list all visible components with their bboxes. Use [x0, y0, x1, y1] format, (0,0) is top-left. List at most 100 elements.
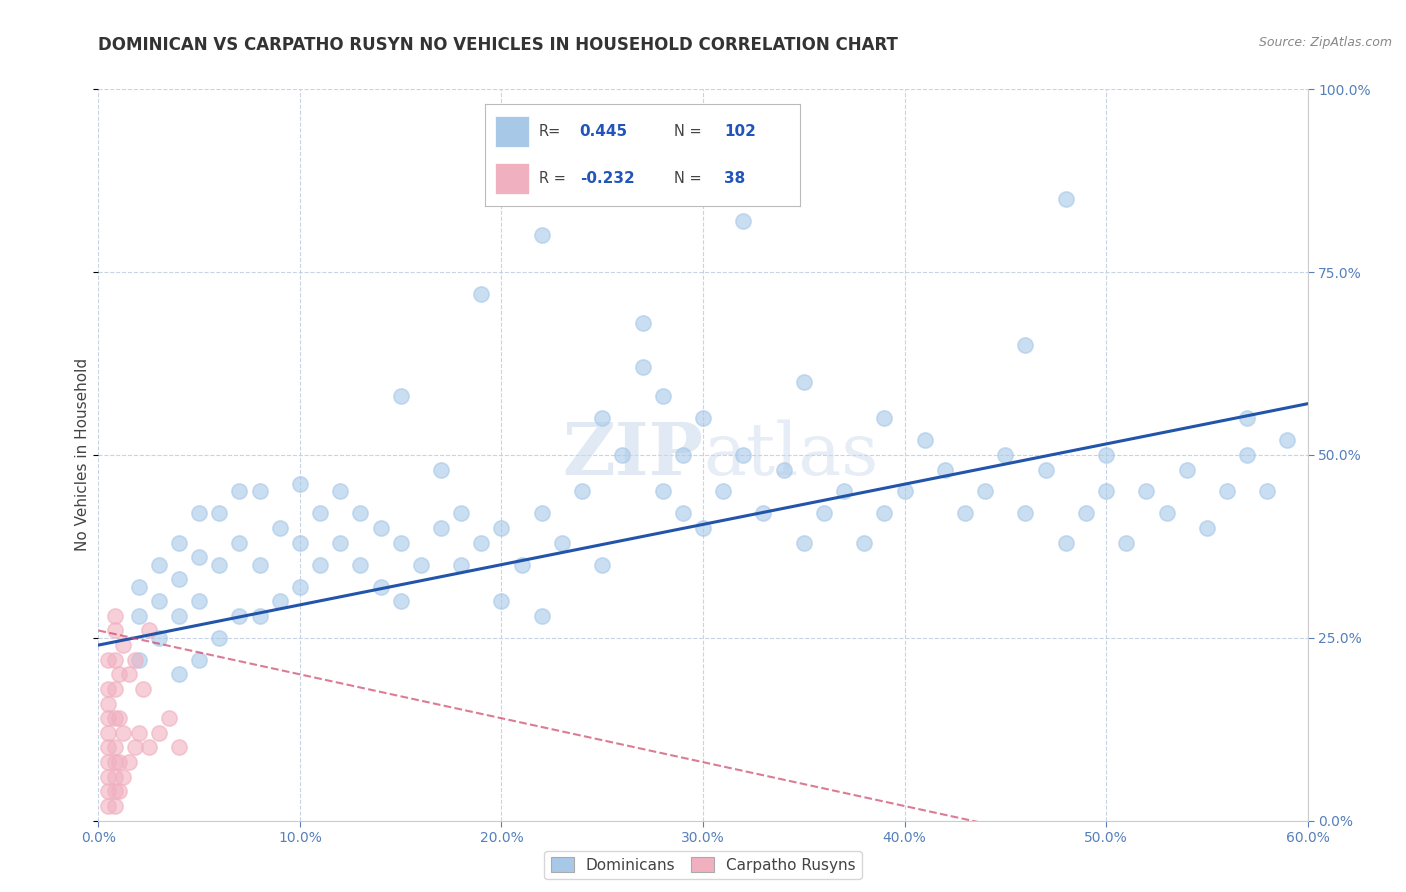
Point — [228, 484, 250, 499]
Point — [188, 653, 211, 667]
Point — [132, 681, 155, 696]
Point — [1277, 434, 1299, 448]
Point — [1054, 192, 1077, 206]
Point — [813, 507, 835, 521]
Point — [530, 507, 553, 521]
Point — [249, 558, 271, 572]
Point — [1074, 507, 1097, 521]
Point — [167, 667, 190, 681]
Point — [111, 638, 134, 652]
Point — [111, 770, 134, 784]
Point — [1035, 462, 1057, 476]
Point — [953, 507, 976, 521]
Point — [752, 507, 775, 521]
Point — [309, 558, 332, 572]
Point — [107, 711, 129, 725]
Point — [1115, 535, 1137, 549]
Point — [128, 726, 150, 740]
Point — [1014, 507, 1036, 521]
Point — [188, 594, 211, 608]
Point — [97, 697, 120, 711]
Point — [138, 740, 160, 755]
Point — [389, 389, 412, 403]
Point — [793, 535, 815, 549]
Point — [1054, 535, 1077, 549]
Point — [591, 558, 613, 572]
Point — [389, 535, 412, 549]
Point — [1175, 462, 1198, 476]
Point — [97, 740, 120, 755]
Point — [832, 484, 855, 499]
Point — [228, 608, 250, 623]
Point — [107, 755, 129, 769]
Point — [188, 550, 211, 565]
Point — [103, 624, 125, 638]
Point — [288, 477, 311, 491]
Point — [349, 507, 371, 521]
Point — [591, 155, 613, 169]
Point — [188, 507, 211, 521]
Point — [97, 784, 120, 798]
Point — [389, 594, 412, 608]
Point — [128, 580, 150, 594]
Point — [103, 711, 125, 725]
Point — [228, 535, 250, 549]
Point — [893, 484, 915, 499]
Point — [530, 228, 553, 243]
Point — [530, 608, 553, 623]
Point — [853, 535, 876, 549]
Point — [470, 287, 492, 301]
Point — [103, 784, 125, 798]
Point — [97, 755, 120, 769]
Point — [107, 667, 129, 681]
Point — [612, 448, 634, 462]
Point — [103, 653, 125, 667]
Point — [124, 740, 146, 755]
Point — [249, 484, 271, 499]
Point — [430, 521, 453, 535]
Point — [148, 558, 170, 572]
Point — [97, 681, 120, 696]
Point — [128, 653, 150, 667]
Y-axis label: No Vehicles in Household: No Vehicles in Household — [75, 359, 90, 551]
Point — [470, 535, 492, 549]
Point — [148, 631, 170, 645]
Text: ZIP: ZIP — [562, 419, 703, 491]
Point — [631, 316, 654, 330]
Point — [103, 740, 125, 755]
Text: atlas: atlas — [703, 419, 879, 491]
Point — [692, 521, 714, 535]
Point — [288, 580, 311, 594]
Point — [1236, 411, 1258, 425]
Point — [914, 434, 936, 448]
Legend: Dominicans, Carpatho Rusyns: Dominicans, Carpatho Rusyns — [544, 851, 862, 879]
Point — [1256, 484, 1278, 499]
Text: Source: ZipAtlas.com: Source: ZipAtlas.com — [1258, 36, 1392, 49]
Point — [571, 484, 593, 499]
Point — [349, 558, 371, 572]
Point — [1156, 507, 1178, 521]
Point — [510, 558, 533, 572]
Point — [974, 484, 997, 499]
Point — [491, 521, 513, 535]
Point — [269, 594, 291, 608]
Point — [208, 631, 231, 645]
Point — [430, 462, 453, 476]
Point — [148, 594, 170, 608]
Point — [672, 507, 695, 521]
Point — [450, 558, 472, 572]
Point — [157, 711, 180, 725]
Point — [97, 726, 120, 740]
Point — [103, 608, 125, 623]
Point — [672, 448, 695, 462]
Point — [793, 375, 815, 389]
Point — [329, 484, 352, 499]
Point — [111, 726, 134, 740]
Point — [651, 484, 673, 499]
Point — [551, 535, 574, 549]
Point — [103, 755, 125, 769]
Point — [450, 507, 472, 521]
Point — [1095, 448, 1118, 462]
Point — [103, 681, 125, 696]
Point — [370, 521, 392, 535]
